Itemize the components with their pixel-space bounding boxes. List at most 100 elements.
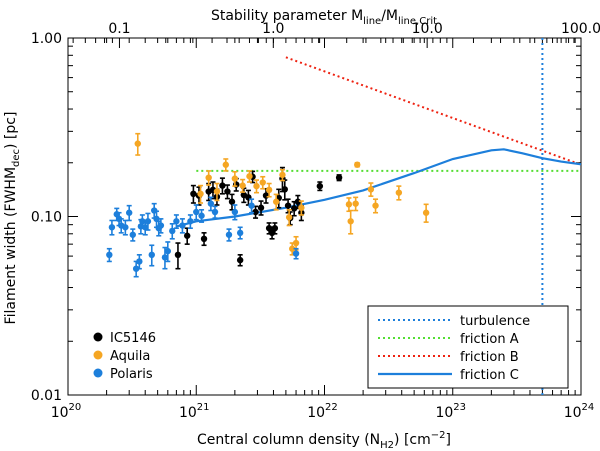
point-marker: [262, 192, 270, 199]
data-point-aquila: [205, 170, 212, 186]
point-marker: [106, 251, 113, 259]
legend-marker-polaris: [93, 368, 103, 378]
point-marker: [252, 208, 259, 216]
point-marker: [279, 171, 286, 179]
data-point-polaris: [225, 228, 233, 242]
y-tick-label: 1.00: [31, 31, 62, 47]
data-point-polaris: [161, 246, 169, 270]
data-point-aquila: [298, 200, 305, 216]
legend-label-ic5146: IC5146: [110, 331, 156, 346]
legend-marker-ic5146: [93, 332, 103, 342]
top-tick-label: 1.0: [262, 21, 284, 37]
point-marker: [219, 182, 226, 189]
point-marker: [236, 229, 244, 237]
data-point-polaris: [198, 209, 205, 223]
point-marker: [228, 198, 236, 205]
point-marker: [345, 201, 353, 208]
point-marker: [136, 258, 143, 265]
data-point-polaris: [173, 214, 180, 229]
point-marker: [316, 182, 324, 190]
point-marker: [200, 235, 208, 243]
data-point-aquila: [354, 161, 361, 168]
model-lines: [176, 38, 582, 395]
point-marker: [259, 179, 266, 186]
data-point-aquila: [231, 171, 239, 187]
point-marker: [354, 161, 361, 168]
x-tick-label: 1020: [51, 402, 82, 421]
point-marker: [352, 200, 359, 207]
top-tick-label: 100.0: [561, 21, 600, 37]
data-point-ic5146: [252, 205, 259, 219]
data-point-polaris: [136, 254, 143, 270]
data-points: [106, 132, 430, 278]
point-marker: [347, 218, 354, 225]
data-point-polaris: [179, 218, 186, 234]
point-marker: [222, 161, 230, 168]
point-marker: [292, 239, 300, 247]
point-marker: [148, 251, 155, 259]
point-marker: [239, 182, 246, 189]
data-point-aquila: [345, 197, 353, 213]
data-point-polaris: [169, 223, 176, 240]
data-point-aquila: [347, 209, 354, 235]
point-marker: [257, 204, 265, 211]
data-point-ic5146: [224, 184, 231, 200]
data-point-aquila: [272, 193, 280, 211]
data-point-aquila: [292, 235, 300, 251]
point-marker: [281, 186, 288, 193]
data-point-aquila: [352, 196, 359, 212]
data-point-ic5146: [294, 194, 302, 210]
point-marker: [298, 204, 305, 211]
point-marker: [271, 224, 279, 232]
point-marker: [153, 215, 160, 223]
data-point-aquila: [197, 184, 204, 204]
data-point-polaris: [193, 204, 200, 221]
data-point-aquila: [279, 168, 286, 182]
data-point-polaris: [248, 198, 255, 214]
data-point-aquila: [213, 182, 221, 202]
data-point-aquila: [253, 179, 260, 194]
data-point-aquila: [239, 178, 246, 193]
data-point-aquila: [246, 170, 253, 183]
data-point-ic5146: [183, 227, 191, 245]
point-marker: [142, 224, 149, 231]
data-point-polaris: [187, 214, 194, 229]
point-marker: [198, 212, 205, 219]
point-marker: [246, 173, 253, 180]
point-marker: [211, 208, 219, 216]
data-point-aquila: [222, 158, 230, 172]
legend-points: IC5146 Aquila Polaris: [93, 331, 156, 382]
point-marker: [190, 190, 197, 198]
point-marker: [272, 198, 280, 205]
data-point-ic5146: [190, 184, 197, 204]
point-marker: [248, 202, 255, 209]
point-marker: [225, 231, 233, 238]
data-point-polaris: [144, 212, 152, 231]
point-marker: [129, 231, 136, 238]
data-point-ic5146: [271, 222, 279, 235]
top-tick-label: 0.1: [108, 21, 130, 37]
data-point-ic5146: [335, 174, 343, 182]
data-point-ic5146: [290, 200, 298, 217]
data-point-polaris: [211, 205, 219, 219]
x-tick-label: 1021: [179, 402, 210, 421]
data-point-polaris: [148, 244, 155, 267]
point-marker: [236, 256, 244, 264]
data-point-aquila: [259, 175, 266, 190]
data-point-ic5146: [200, 232, 208, 247]
data-point-polaris: [108, 219, 116, 236]
data-point-polaris: [125, 204, 133, 222]
top-axis-title: Stability parameter Mline/Mline,Crit: [211, 8, 437, 27]
data-point-ic5146: [316, 181, 324, 192]
x-axis-title: Central column density (NH2) [cm−2]: [197, 430, 451, 451]
x-tick-label: 1024: [564, 402, 595, 421]
data-point-polaris: [153, 210, 160, 229]
point-marker: [422, 209, 430, 216]
point-marker: [122, 224, 129, 231]
point-marker: [367, 186, 375, 193]
data-point-aquila: [395, 185, 403, 201]
point-marker: [335, 174, 343, 181]
legend-label-polaris: Polaris: [110, 367, 153, 382]
point-marker: [144, 218, 152, 225]
